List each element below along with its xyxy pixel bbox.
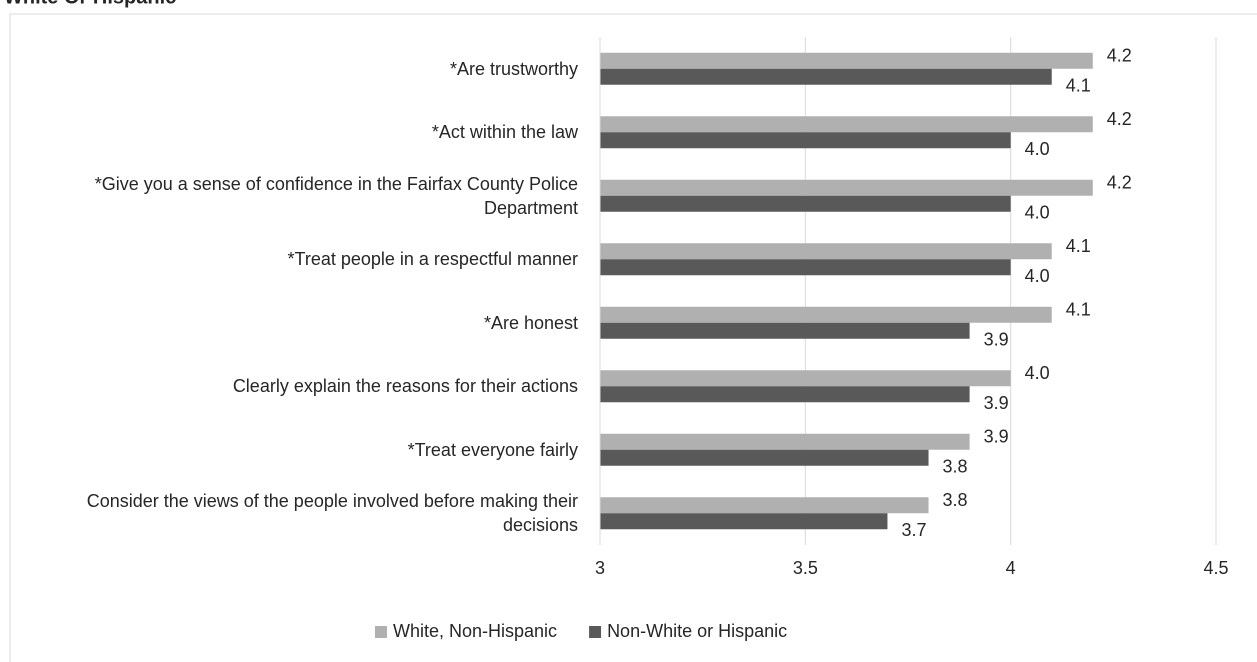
value-label: 4.2 [1107,173,1132,193]
y-tick-label: *Are honest [483,312,578,333]
value-label: 4.0 [1025,266,1050,286]
value-label: 4.1 [1066,300,1091,320]
value-label: 4.0 [1025,203,1050,223]
y-tick-label: *Act within the law [431,122,578,143]
y-tick-label: Clearly explain the reasons for their ac… [232,376,578,397]
bar [600,449,929,466]
value-label: 3.8 [943,490,968,510]
bar [600,386,970,403]
value-label: 3.9 [984,427,1009,447]
bar [600,68,1052,85]
y-tick-label: *Treat everyone fairly [407,439,578,460]
legend-label: White, Non-Hispanic [393,621,557,641]
bar [600,259,1011,276]
bar [600,116,1093,133]
y-tick-label: *Treat people in a respectful manner [287,249,579,270]
y-tick-label: Consider the views of the people involve… [86,491,578,536]
value-label: 4.1 [1066,236,1091,256]
y-tick-label: *Give you a sense of confidence in the F… [94,173,578,218]
bar [600,243,1052,260]
value-label: 3.9 [984,393,1009,413]
x-tick-label: 3.5 [793,558,818,578]
x-tick-label: 3 [595,558,605,578]
legend-swatch [589,626,602,638]
value-label: 4.0 [1025,139,1050,159]
value-label: 3.8 [943,457,968,477]
bar [600,179,1093,196]
bar [600,370,1011,387]
bar [600,497,929,514]
legend-label: Non-White or Hispanic [607,621,787,641]
bar [600,306,1052,323]
legend-swatch [375,626,387,638]
y-tick-label: *Are trustworthy [449,58,578,79]
value-label: 4.1 [1066,76,1091,96]
bar [600,195,1011,212]
value-label: 3.7 [901,520,926,540]
value-label: 4.0 [1025,363,1050,383]
bar [600,433,970,450]
bar [600,322,970,339]
value-label: 3.9 [984,330,1009,350]
bar [600,52,1093,69]
value-label: 4.2 [1107,109,1132,129]
x-tick-label: 4 [1006,558,1016,578]
x-tick-label: 4.5 [1203,558,1228,578]
value-label: 4.2 [1107,46,1132,66]
bar [600,132,1011,149]
bar [600,513,888,530]
chart-frame [9,13,1257,662]
chart-title: White Or Hispanic [4,0,176,8]
